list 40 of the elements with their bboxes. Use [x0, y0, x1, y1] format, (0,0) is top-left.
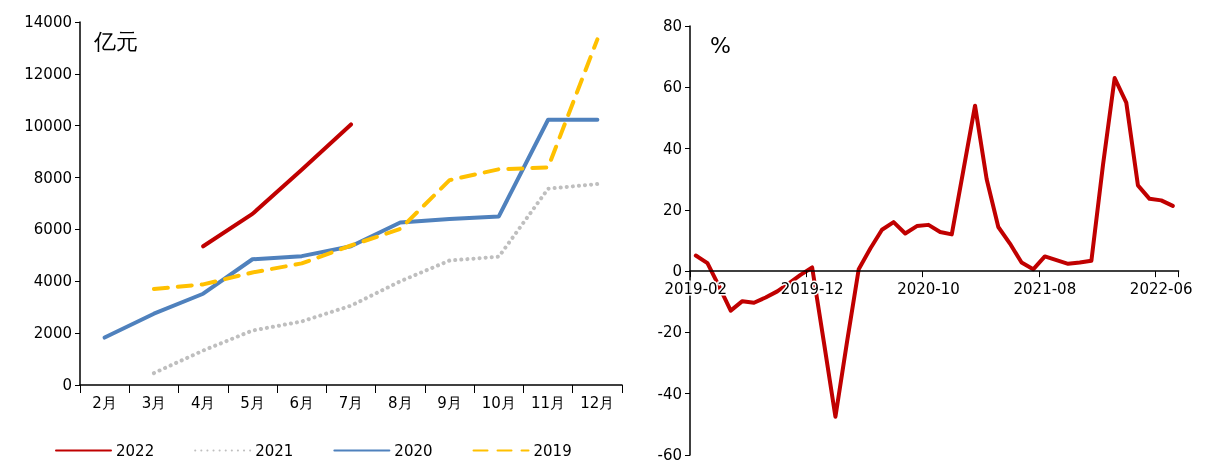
x-tick-label: 3月 — [141, 393, 167, 412]
legend-label: 2019 — [533, 441, 572, 460]
x-tick-label: 2020-10 — [897, 279, 960, 298]
y-tick-label: 2000 — [33, 324, 72, 343]
y-tick-label: 40 — [662, 139, 682, 158]
y-axis-title: 亿元 — [93, 28, 138, 54]
y-tick-label: 6000 — [33, 220, 72, 239]
line-series — [151, 37, 600, 292]
y-tick-label: 80 — [662, 17, 682, 35]
y-tick-label: 4000 — [33, 272, 72, 291]
x-tick-label: 12月 — [580, 393, 615, 412]
y-tick-label: -40 — [657, 384, 682, 403]
x-tick-label: 10月 — [481, 393, 516, 412]
legend-label: 2021 — [255, 441, 294, 460]
line-series — [102, 117, 600, 340]
line-series — [151, 182, 600, 376]
x-tick-label: 6月 — [289, 393, 314, 412]
x-tick-label: 11月 — [531, 393, 566, 412]
y-tick-label: 0 — [672, 262, 682, 281]
legend-label: 2020 — [394, 441, 433, 460]
x-tick-label: 4月 — [190, 393, 216, 412]
x-tick-label: 7月 — [338, 393, 364, 412]
y-tick-label: 14000 — [24, 13, 72, 31]
x-tick-label: 8月 — [388, 393, 413, 412]
y-tick-label: -60 — [657, 446, 682, 463]
line-series — [201, 122, 353, 249]
legend-label: 2022 — [116, 441, 155, 460]
y-tick-label: 20 — [662, 200, 682, 219]
x-tick-label: 5月 — [240, 393, 265, 412]
y-tick-label: 60 — [662, 78, 682, 97]
y-tick-label: 10000 — [24, 116, 72, 135]
x-tick-label: 2022-06 — [1129, 279, 1193, 298]
y-tick-label: 0 — [62, 376, 72, 394]
x-tick-label: 2021-08 — [1013, 279, 1077, 298]
y-axis-title: % — [710, 32, 731, 58]
x-tick-label: 9月 — [437, 393, 462, 412]
y-tick-label: 8000 — [33, 168, 72, 187]
x-tick-label: 2月 — [92, 393, 117, 412]
y-tick-label: -20 — [657, 323, 682, 342]
y-tick-label: 12000 — [24, 64, 72, 83]
